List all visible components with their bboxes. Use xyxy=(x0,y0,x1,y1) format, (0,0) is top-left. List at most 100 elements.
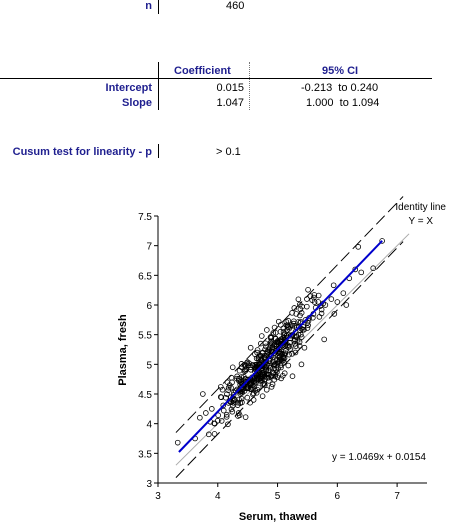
table-cell-coef-slope: 1.047 xyxy=(216,97,244,109)
data-point xyxy=(318,306,325,313)
y-tick-label: 5 xyxy=(146,360,152,371)
data-point xyxy=(279,351,286,358)
data-point xyxy=(328,296,335,302)
table-col-divider xyxy=(158,62,159,110)
data-point xyxy=(228,406,235,413)
data-point xyxy=(258,333,265,339)
data-point xyxy=(254,349,260,356)
data-point xyxy=(271,324,278,331)
data-point xyxy=(301,344,308,351)
data-point xyxy=(269,381,276,388)
data-point xyxy=(264,327,270,333)
table-cell-ci-intercept: -0.213 to 0.240 xyxy=(301,82,379,94)
data-point xyxy=(209,406,215,412)
data-point xyxy=(280,354,286,360)
data-point xyxy=(286,326,292,332)
data-point xyxy=(358,269,365,276)
data-point xyxy=(250,397,257,403)
cusum-divider xyxy=(158,144,159,158)
upper-prediction-limit xyxy=(175,196,404,433)
lower-prediction-limit xyxy=(175,241,404,478)
data-point xyxy=(223,411,230,418)
data-point xyxy=(267,339,274,346)
data-point xyxy=(321,336,327,343)
data-point xyxy=(225,387,231,394)
data-point xyxy=(352,266,359,273)
y-tick-label: 4 xyxy=(146,420,152,431)
data-point xyxy=(211,420,218,427)
data-point xyxy=(355,244,362,250)
data-point xyxy=(273,341,280,348)
data-point xyxy=(265,374,272,381)
data-point xyxy=(247,386,254,392)
data-point xyxy=(234,373,240,380)
data-point xyxy=(174,439,181,446)
y-tick-label: 5.5 xyxy=(138,331,152,342)
data-point xyxy=(257,378,264,384)
data-point xyxy=(289,310,295,316)
table-header-rule xyxy=(0,78,432,79)
data-point xyxy=(285,362,292,369)
data-point xyxy=(268,333,274,340)
data-point xyxy=(304,325,311,331)
table-header-ci: 95% CI xyxy=(322,65,359,77)
identity-line-label: Identity line xyxy=(395,202,446,213)
data-point xyxy=(318,310,325,317)
data-point xyxy=(197,414,203,421)
data-point xyxy=(278,364,284,371)
n-divider xyxy=(158,0,159,14)
data-point xyxy=(272,329,279,336)
data-point xyxy=(262,367,269,374)
data-point xyxy=(296,343,303,349)
identity-equation-label: Y = X xyxy=(408,216,433,227)
data-point xyxy=(236,367,243,374)
data-point xyxy=(298,310,305,316)
data-point xyxy=(299,303,305,310)
data-point xyxy=(370,265,377,272)
data-point xyxy=(214,417,221,424)
data-point xyxy=(330,282,337,289)
data-point xyxy=(224,391,230,397)
data-point xyxy=(292,340,298,347)
table-cell-ci-slope: 1.000 to 1.094 xyxy=(306,97,380,109)
data-point xyxy=(289,373,296,380)
data-point xyxy=(244,394,251,401)
data-point xyxy=(264,371,270,377)
data-point xyxy=(263,343,269,350)
data-point xyxy=(291,338,298,344)
x-axis-title: Serum, thawed xyxy=(239,511,317,523)
data-point xyxy=(343,302,350,308)
data-point xyxy=(217,384,224,390)
data-point xyxy=(289,351,295,357)
data-point xyxy=(331,311,338,317)
data-point xyxy=(250,391,256,398)
data-point xyxy=(311,294,317,301)
data-point xyxy=(225,384,232,391)
data-point xyxy=(220,407,227,414)
y-tick-label: 6.5 xyxy=(138,271,152,282)
data-point xyxy=(253,363,260,370)
data-point xyxy=(286,351,293,358)
y-tick-label: 6 xyxy=(146,301,152,312)
data-point xyxy=(242,414,249,420)
data-point xyxy=(239,388,245,395)
x-tick-label: 7 xyxy=(394,491,400,502)
data-point xyxy=(253,361,260,368)
data-point xyxy=(310,314,316,321)
data-point xyxy=(259,393,266,399)
data-point xyxy=(220,402,227,409)
data-point xyxy=(247,344,254,351)
data-point xyxy=(232,397,238,403)
data-point xyxy=(296,323,302,330)
y-tick-label: 3 xyxy=(146,479,152,490)
data-point xyxy=(219,386,226,393)
data-point xyxy=(340,290,347,296)
table-cell-coef-intercept: 0.015 xyxy=(216,82,244,94)
data-point xyxy=(200,391,206,397)
data-point xyxy=(255,356,262,363)
data-point xyxy=(254,386,261,393)
table-dotted-divider xyxy=(249,62,250,110)
regression-fit-line xyxy=(178,240,383,453)
data-point xyxy=(247,399,253,406)
data-point xyxy=(298,331,304,338)
